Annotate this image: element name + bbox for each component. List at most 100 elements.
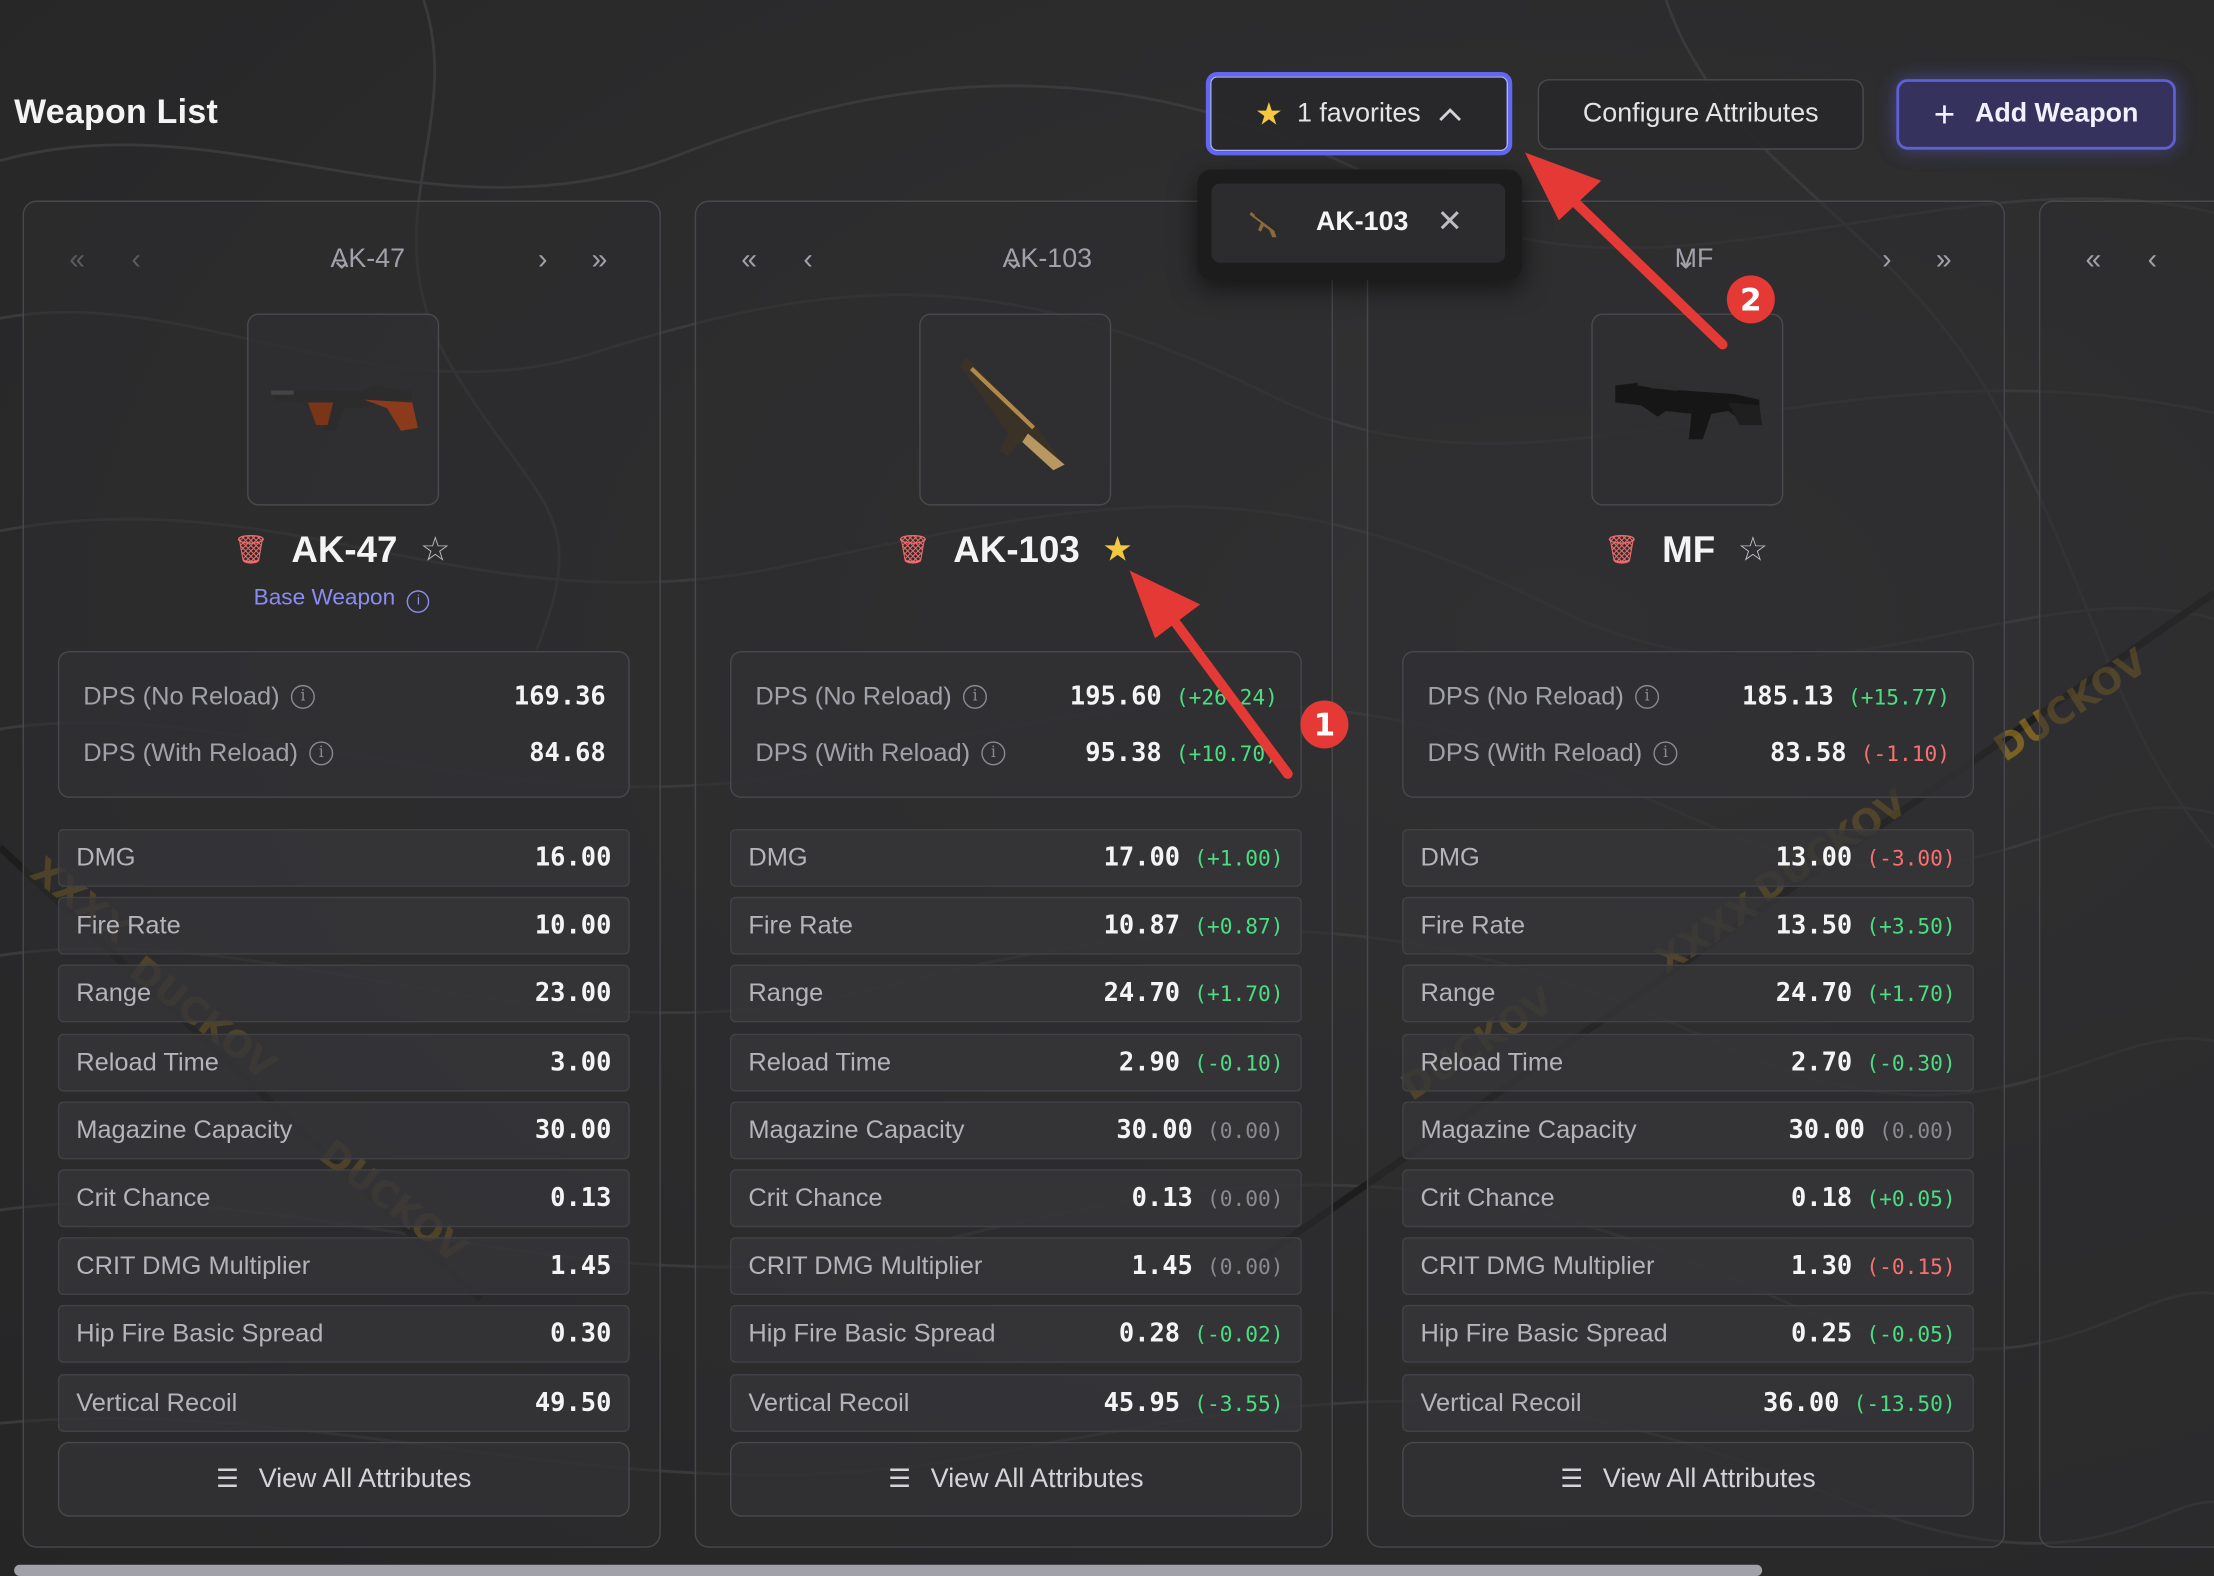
stat-label: Magazine Capacity <box>76 1115 293 1144</box>
dps-delta: (-1.10) <box>1860 740 1950 767</box>
info-icon[interactable]: i <box>1635 684 1660 709</box>
favorite-item-name: AK-103 <box>1315 207 1409 238</box>
stat-value: 0.25 (-0.05) <box>1791 1320 1956 1350</box>
favorites-button[interactable]: ★ 1 favorites <box>1205 72 1513 156</box>
view-all-label: View All Attributes <box>930 1463 1144 1494</box>
dps-delta: (+15.77) <box>1847 684 1950 710</box>
dps-label: DPS (With Reload) <box>83 737 298 767</box>
info-icon[interactable]: i <box>963 684 988 709</box>
weapon-name: AK-47 <box>291 527 398 570</box>
dps-label: DPS (No Reload) <box>1427 681 1624 710</box>
stat-delta: (-3.00) <box>1866 845 1956 872</box>
stat-label: Reload Time <box>1420 1047 1564 1076</box>
prev-icon[interactable]: ‹ <box>131 244 141 276</box>
stat-label: DMG <box>1420 843 1480 872</box>
stat-label: Crit Chance <box>748 1183 883 1212</box>
weapon-card-partial: « ‹ <box>2038 200 2214 1548</box>
weapon-select[interactable]: AK-47 ⌄ <box>330 244 406 276</box>
view-all-attributes-button[interactable]: ☰ View All Attributes <box>57 1441 630 1517</box>
list-icon: ☰ <box>888 1464 912 1493</box>
stat-number: 13.50 <box>1775 911 1853 941</box>
stat-label: DMG <box>748 843 808 872</box>
stat-number: 0.13 <box>1131 1183 1193 1214</box>
view-all-attributes-button[interactable]: ☰ View All Attributes <box>1402 1441 1974 1517</box>
last-icon[interactable]: » <box>591 244 608 276</box>
stat-label: Magazine Capacity <box>1420 1115 1637 1144</box>
stat-delta: (-0.15) <box>1866 1254 1956 1280</box>
ak-47-image <box>271 385 418 431</box>
prev-icon[interactable]: ‹ <box>2147 244 2158 276</box>
stat-number: 30.00 <box>534 1115 612 1145</box>
stat-number: 1.45 <box>1131 1251 1193 1282</box>
configure-attributes-button[interactable]: Configure Attributes <box>1537 79 1864 150</box>
horizontal-scrollbar[interactable] <box>0 1562 2214 1576</box>
stat-delta: (+1.00) <box>1194 845 1284 872</box>
first-icon[interactable]: « <box>2085 244 2102 276</box>
stat-number: 10.00 <box>534 911 612 941</box>
info-icon[interactable]: i <box>1653 740 1678 765</box>
stat-value: 36.00 (-13.50) <box>1763 1388 1956 1418</box>
list-icon: ☰ <box>216 1464 239 1493</box>
stat-row: Magazine Capacity 30.00 (0.00) <box>1402 1101 1974 1160</box>
favorite-star-icon[interactable]: ★ <box>1102 530 1133 569</box>
scrollbar-thumb[interactable] <box>14 1564 1763 1576</box>
weapon-name: MF <box>1662 527 1716 570</box>
stat-value: 3.00 <box>550 1047 611 1077</box>
stat-label: Hip Fire Basic Spread <box>1420 1319 1668 1348</box>
stat-delta: (+3.50) <box>1866 913 1956 940</box>
stat-number: 10.87 <box>1103 911 1181 941</box>
last-icon[interactable]: » <box>1935 244 1952 276</box>
info-icon[interactable]: i <box>290 684 315 709</box>
dps-row: DPS (With Reload) i 84.68 <box>83 732 605 774</box>
info-icon[interactable]: i <box>981 740 1006 765</box>
favorite-star-icon[interactable]: ☆ <box>420 530 451 569</box>
dps-value: 95.38 (+10.70) <box>1085 738 1278 768</box>
trash-icon[interactable]: 🗑 <box>894 534 931 566</box>
dps-label: DPS (No Reload) <box>755 681 952 710</box>
prev-icon[interactable]: ‹ <box>803 244 813 276</box>
weapon-select[interactable]: MF ⌄ <box>1674 244 1714 276</box>
stat-row: Crit Chance 0.13 <box>57 1169 630 1228</box>
first-icon[interactable]: « <box>69 244 85 276</box>
weapon-image-box <box>1591 313 1784 506</box>
next-icon[interactable]: › <box>537 244 548 276</box>
stat-row: DMG 13.00 (-3.00) <box>1402 828 1974 887</box>
stat-number: 17.00 <box>1103 843 1181 873</box>
stat-value: 13.00 (-3.00) <box>1776 843 1956 873</box>
info-icon[interactable]: i <box>309 740 334 765</box>
star-icon: ★ <box>1254 95 1283 131</box>
weapon-select[interactable]: AK-103 ⌄ <box>1002 244 1093 276</box>
stat-value: 13.50 (+3.50) <box>1776 911 1956 941</box>
next-icon[interactable]: › <box>1882 244 1892 276</box>
stat-row: Hip Fire Basic Spread 0.28 (-0.02) <box>729 1305 1302 1364</box>
stat-label: Reload Time <box>748 1047 892 1076</box>
dps-number: 185.13 <box>1741 681 1834 712</box>
stat-label: Vertical Recoil <box>76 1387 238 1416</box>
stat-value: 1.45 (0.00) <box>1132 1251 1284 1281</box>
weapon-card-ak-47: «‹ AK-47 ⌄ ›» 🗑 AK-47 ☆ Base Weapon i DPS (No R… <box>22 200 661 1548</box>
dps-row: DPS (No Reload) i 195.60 (+26.24) <box>755 675 1277 717</box>
stat-row: Hip Fire Basic Spread 0.25 (-0.05) <box>1402 1305 1974 1364</box>
stat-label: Vertical Recoil <box>1420 1387 1582 1416</box>
stat-value: 45.95 (-3.55) <box>1104 1388 1284 1418</box>
stat-delta: (0.00) <box>1879 1118 1956 1144</box>
info-icon[interactable]: i <box>407 590 430 613</box>
trash-icon[interactable]: 🗑 <box>232 534 269 566</box>
stat-row: Vertical Recoil 49.50 <box>57 1373 630 1432</box>
stat-value: 16.00 <box>535 843 612 873</box>
stat-number: 30.00 <box>1788 1115 1865 1145</box>
stat-delta: (+0.05) <box>1866 1186 1956 1212</box>
stat-label: Crit Chance <box>76 1183 211 1212</box>
add-weapon-button[interactable]: + Add Weapon <box>1896 79 2176 150</box>
close-icon[interactable]: ✕ <box>1436 203 1463 239</box>
first-icon[interactable]: « <box>741 244 758 276</box>
stat-delta: (-0.05) <box>1866 1322 1956 1348</box>
view-all-attributes-button[interactable]: ☰ View All Attributes <box>729 1441 1302 1517</box>
stat-delta: (+1.70) <box>1866 982 1956 1008</box>
stat-value: 30.00 <box>535 1115 612 1145</box>
favorite-item[interactable]: AK-103 ✕ <box>1211 183 1506 263</box>
favorite-star-icon[interactable]: ☆ <box>1737 530 1769 569</box>
trash-icon[interactable]: 🗑 <box>1603 534 1640 566</box>
stat-row: CRIT DMG Multiplier 1.45 <box>57 1237 630 1296</box>
